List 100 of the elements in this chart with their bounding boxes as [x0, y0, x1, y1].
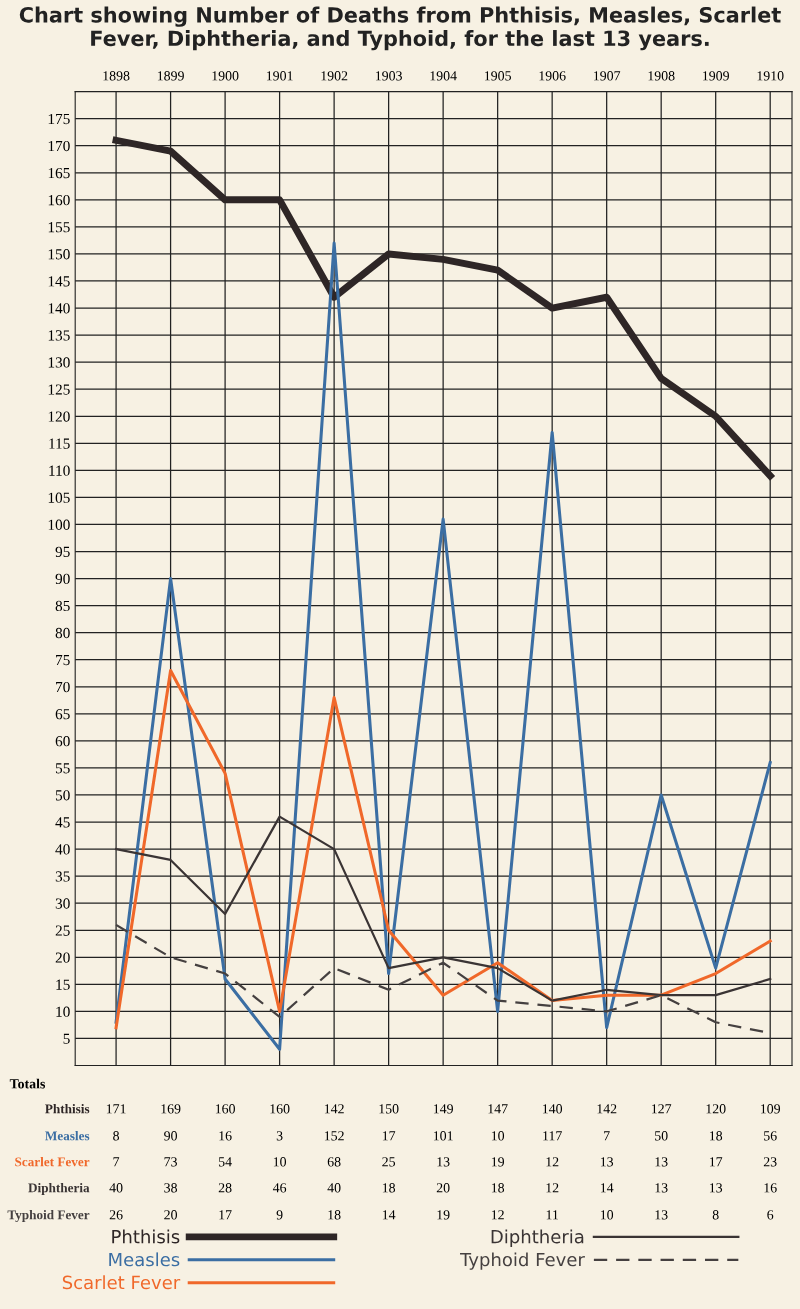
- text: Totals: [9, 1078, 46, 1089]
- y-tick-label: 35: [55, 871, 70, 882]
- data-label: 13: [655, 1210, 668, 1220]
- x-tick-label: 1899: [157, 71, 184, 81]
- data-label: 10: [491, 1131, 505, 1141]
- data-label: 7: [113, 1157, 120, 1167]
- data-label: 16: [219, 1131, 232, 1141]
- y-tick-label: 175: [48, 113, 70, 125]
- y-tick-label: 60: [55, 736, 70, 747]
- data-label: 142: [597, 1104, 617, 1114]
- x-tick-label: 1901: [266, 71, 293, 81]
- data-label: 101: [433, 1131, 453, 1141]
- y-tick-label: 65: [55, 709, 70, 720]
- y-tick-label: 75: [56, 655, 70, 666]
- data-label: 13: [655, 1183, 668, 1193]
- text: Measles: [109, 1252, 180, 1267]
- data-label: 17: [709, 1157, 723, 1167]
- data-label: 90: [164, 1131, 178, 1141]
- text: Typhoid Fever: [460, 1252, 585, 1270]
- data-label: 152: [324, 1131, 344, 1141]
- data-label: 17: [382, 1131, 396, 1141]
- text: Phthisis: [112, 1229, 180, 1244]
- data-label: 147: [488, 1104, 508, 1114]
- data-label: 50: [655, 1131, 668, 1141]
- data-label: 12: [546, 1183, 559, 1193]
- y-tick-label: 150: [48, 249, 70, 260]
- y-tick-label: 170: [48, 140, 70, 152]
- x-tick-label: 1902: [321, 71, 348, 81]
- data-label: 14: [382, 1210, 396, 1220]
- text: Scarlet Fever: [62, 1275, 181, 1290]
- data-label: 18: [328, 1210, 341, 1220]
- data-label: 3: [276, 1131, 283, 1141]
- data-label: 13: [709, 1183, 723, 1193]
- y-tick-label: 5: [63, 1033, 70, 1044]
- y-tick-label: 40: [55, 844, 70, 855]
- data-label: 19: [491, 1157, 505, 1167]
- data-label: 12: [491, 1210, 504, 1220]
- data-label: 19: [437, 1210, 450, 1220]
- text: Typhoid Fever: [7, 1210, 90, 1222]
- y-tick-label: 155: [48, 222, 70, 233]
- data-label: 9: [276, 1210, 283, 1220]
- data-label: 38: [164, 1183, 178, 1193]
- y-tick-label: 135: [48, 330, 70, 341]
- data-label: 18: [382, 1183, 396, 1193]
- data-label: 18: [491, 1183, 505, 1193]
- data-label: 20: [436, 1183, 450, 1193]
- x-tick-label: 1898: [103, 71, 130, 81]
- y-tick-label: 130: [48, 357, 70, 368]
- data-label: 13: [655, 1157, 668, 1167]
- data-label: 23: [763, 1157, 777, 1167]
- y-tick-label: 120: [48, 411, 70, 422]
- y-tick-label: 25: [55, 925, 70, 936]
- y-tick-label: 20: [55, 952, 70, 963]
- data-label: 142: [324, 1104, 344, 1114]
- data-label: 10: [600, 1210, 614, 1220]
- data-label: 46: [272, 1183, 287, 1193]
- y-tick-label: 125: [48, 384, 70, 395]
- y-tick-label: 10: [56, 1006, 70, 1017]
- data-label: 127: [651, 1104, 672, 1114]
- y-tick-label: 115: [49, 438, 70, 449]
- data-label: 149: [433, 1104, 453, 1114]
- data-label: 7: [604, 1131, 610, 1141]
- data-label: 18: [709, 1131, 723, 1141]
- data-label: 12: [546, 1157, 559, 1167]
- y-tick-label: 100: [48, 519, 70, 530]
- y-tick-label: 15: [56, 979, 70, 990]
- data-label: 160: [215, 1104, 235, 1114]
- data-label: 56: [764, 1131, 777, 1141]
- x-tick-label: 1904: [430, 71, 457, 81]
- x-tick-label: 1906: [539, 71, 566, 81]
- y-tick-label: 30: [55, 898, 70, 909]
- y-tick-label: 70: [56, 681, 70, 693]
- data-label: 117: [543, 1131, 562, 1141]
- data-label: 6: [767, 1210, 774, 1220]
- data-label: 109: [761, 1104, 781, 1114]
- line-series: [114, 241, 772, 1051]
- data-label: 68: [327, 1157, 341, 1167]
- y-tick-label: 165: [48, 167, 70, 179]
- data-label: 13: [437, 1157, 450, 1167]
- x-tick-label: 1907: [594, 71, 621, 81]
- data-label: 20: [164, 1210, 178, 1220]
- y-tick-label: 140: [48, 303, 70, 314]
- data-label: 171: [106, 1104, 126, 1114]
- y-tick-label: 45: [55, 817, 70, 828]
- data-label: 40: [327, 1183, 341, 1193]
- text: Measles: [45, 1131, 90, 1141]
- y-tick-label: 50: [55, 790, 70, 801]
- y-tick-label: 85: [55, 600, 70, 612]
- data-label: 54: [218, 1157, 232, 1167]
- chart-title: Chart showing Number of Deaths from Phthisis, Measles, Scarlet Fever, Diphtheria, and Typhoid, for the last 13 years.: [19, 6, 781, 51]
- y-tick-label: 145: [48, 276, 70, 287]
- y-tick-label: 110: [49, 465, 70, 476]
- data-label: 14: [600, 1183, 614, 1193]
- data-label: 16: [764, 1183, 777, 1193]
- data-label: 120: [706, 1104, 726, 1114]
- y-tick-label: 160: [48, 194, 70, 206]
- x-tick-label: 1900: [212, 71, 239, 81]
- text: Phthisis: [45, 1104, 90, 1114]
- data-label: 160: [270, 1104, 290, 1114]
- x-tick-label: 1905: [484, 71, 511, 81]
